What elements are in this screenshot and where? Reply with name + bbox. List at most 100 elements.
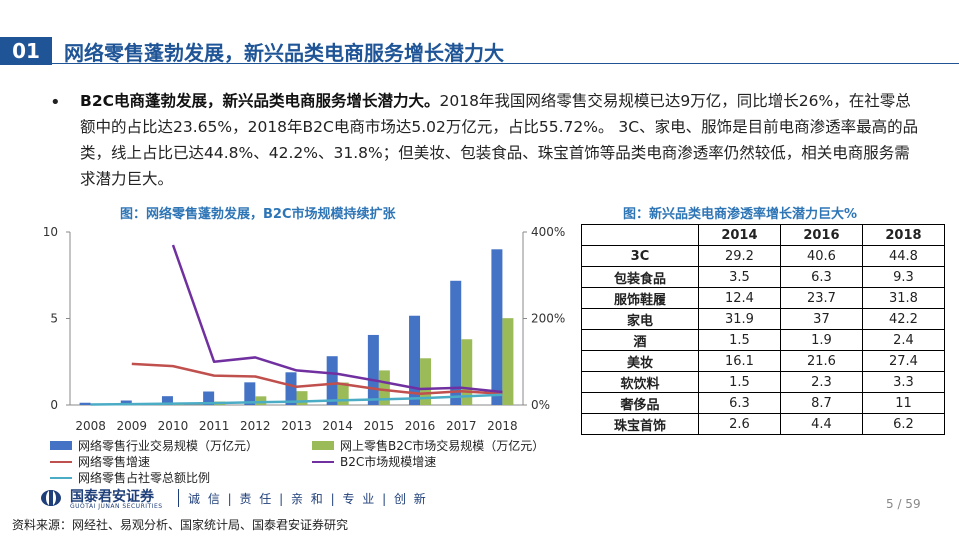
legend-swatch-green [312,441,334,450]
legend-item-retail-growth: 网络零售增速 [50,453,150,470]
bar-online-retail [79,402,91,405]
legend-item-share: 网络零售占社零总额比例 [50,469,210,486]
table-body: 3C 29.2 40.6 44.8 包装食品 3.5 6.3 9.3 服饰鞋履 12.4 23.7 3… [581,245,946,435]
legend-item-b2c-growth: B2C市场规模增速 [312,453,436,470]
legend-swatch-purple [312,460,334,463]
legend-label: 网络零售行业交易规模（万亿元） [78,439,259,453]
section-badge: 01 [0,37,52,65]
bar-b2c [337,382,349,405]
x-tick-label: 2009 [116,419,147,433]
table-header-cell: 2018 [861,224,946,246]
bar-b2c [420,358,432,405]
table-row-header: 珠宝首饰 [581,413,699,435]
penetration-table: 2014 2016 2018 3C 29.2 40.6 44.8 包装食品 3.5 6.3 9… [581,224,946,435]
table-row-header: 酒 [581,329,699,351]
right-tick-label: 400% [531,225,565,239]
chart-caption: 图：网络零售蓬勃发展，B2C市场规模持续扩张 [120,207,396,222]
retail-chart: 0 5 10 0% 200% 400% 2008 2009 2010 2011 2012 2013 20… [43,225,566,433]
legend-label: 网络零售占社零总额比例 [78,471,211,485]
x-tick-label: 2016 [405,419,436,433]
table-row-header: 美妆 [581,350,699,372]
table-cell: 2.4 [861,329,946,351]
table-row: 酒 1.5 1.9 2.4 [581,329,946,351]
table-row-header: 包装食品 [581,266,699,288]
table-row: 奢侈品 6.3 8.7 11 [581,392,946,414]
bar-online-retail [285,372,297,405]
table-cell: 23.7 [779,287,863,309]
bar-online-retail [367,334,379,405]
x-tick-label: 2018 [487,419,518,433]
table-header-cell: 2016 [779,224,863,246]
x-tick-label: 2011 [199,419,230,433]
company-name-en: GUOTAI JUNAN SECURITIES [70,503,163,510]
table-row: 美妆 16.1 21.6 27.4 [581,350,946,372]
table-row: 包装食品 3.5 6.3 9.3 [581,266,946,288]
legend-label: 网络零售增速 [78,455,151,469]
bullet-body: 2018年我国网络零售交易规模已达9万亿，同比增长26%，在社零总额中的占比达2… [80,92,919,188]
line-online-share [90,393,503,406]
table-cell: 6.3 [779,266,863,288]
bullet-paragraph: B2C电商蓬勃发展，新兴品类电商服务增长潜力大。2018年我国网络零售交易规模已… [80,88,920,192]
x-tick-label: 2012 [240,419,271,433]
left-tick-label: 10 [43,225,58,239]
legend-swatch-red [50,460,72,463]
table-header-row: 2014 2016 2018 [581,224,946,246]
bar-online-retail [450,280,462,405]
x-tick-label: 2014 [322,419,353,433]
legend-label: 网上零售B2C市场交易规模（万亿元） [340,439,545,453]
right-tick-label: 200% [531,312,565,326]
table-row-header: 3C [581,245,699,267]
bar-online-retail [203,391,215,405]
bar-b2c [296,391,308,405]
table-cell: 6.2 [861,413,946,435]
bar-b2c [255,396,267,405]
left-tick-label: 5 [50,312,58,326]
bar-online-retail [409,315,421,405]
slide-header: 01 网络零售蓬勃发展，新兴品类电商服务增长潜力大 [0,25,959,77]
bar-online-retail [244,382,256,405]
table-cell: 3.5 [697,266,781,288]
bullet-marker: • [50,92,61,113]
table-cell: 2.6 [697,413,781,435]
table-row-header: 家电 [581,308,699,330]
legend-swatch-blue [50,441,72,450]
table-cell: 31.9 [697,308,781,330]
line-b2c-growth [171,244,503,394]
table-cell: 4.4 [779,413,863,435]
legend-label: B2C市场规模增速 [340,455,437,469]
table-cell: 37 [779,308,863,330]
slide-title: 网络零售蓬勃发展，新兴品类电商服务增长潜力大 [64,41,504,65]
page-number: 5 / 59 [886,497,921,511]
company-name: 国泰君安证券 [70,489,154,505]
bar-online-retail [120,400,132,405]
table-row: 家电 31.9 37 42.2 [581,308,946,330]
right-tick-label: 0% [531,398,550,412]
data-source: 资料来源：网经社、易观分析、国家统计局、国泰君安证券研究 [12,518,349,532]
bar-b2c [502,318,514,405]
header-divider [52,63,959,64]
table-cell: 27.4 [861,350,946,372]
bullet-bold-lead: B2C电商蓬勃发展，新兴品类电商服务增长潜力大。 [80,92,440,110]
table-cell: 9.3 [861,266,946,288]
table-cell: 6.3 [697,392,781,414]
x-tick-label: 2010 [158,419,189,433]
table-cell: 40.6 [779,245,863,267]
bar-b2c [461,339,473,405]
table-row: 珠宝首饰 2.6 4.4 6.2 [581,413,946,435]
table-cell: 16.1 [697,350,781,372]
table-cell: 31.8 [861,287,946,309]
x-tick-label: 2013 [281,419,312,433]
table-caption: 图：新兴品类电商渗透率增长潜力巨大% [623,207,858,222]
table-row: 服饰鞋履 12.4 23.7 31.8 [581,287,946,309]
legend-swatch-teal [50,476,72,479]
table-cell: 42.2 [861,308,946,330]
table-row: 软饮料 1.5 2.3 3.3 [581,371,946,393]
table-cell: 11 [861,392,946,414]
bar-online-retail [161,396,173,405]
table-cell: 1.5 [697,329,781,351]
table-cell: 44.8 [861,245,946,267]
table-cell: 1.5 [697,371,781,393]
table-header-cell: 2014 [697,224,781,246]
company-logo-icon [41,490,61,506]
table-row-header: 软饮料 [581,371,699,393]
